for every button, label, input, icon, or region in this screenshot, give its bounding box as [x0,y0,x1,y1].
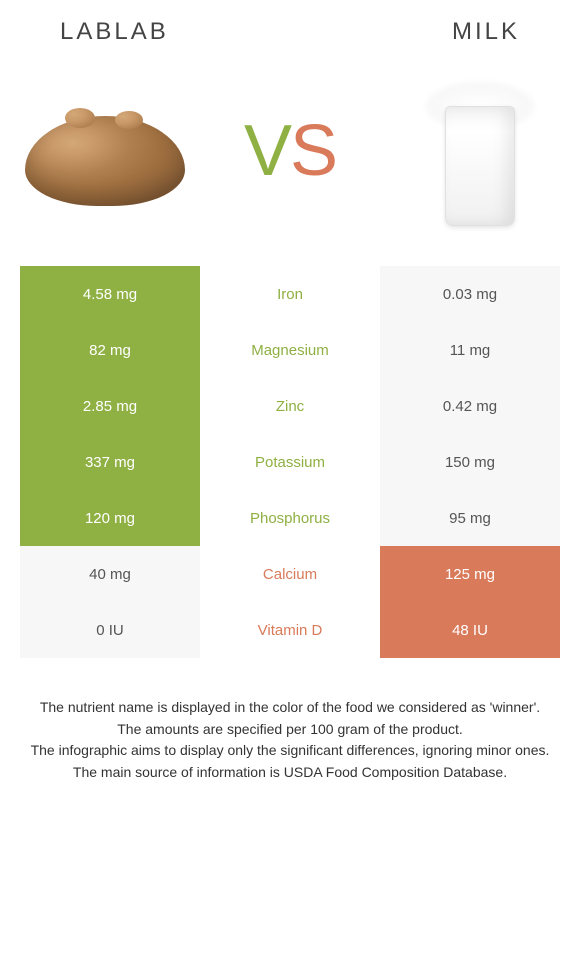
table-row: 2.85 mgZinc0.42 mg [20,378,560,434]
nutrient-name-cell: Vitamin D [200,602,380,658]
milk-icon [395,71,555,231]
right-value-cell: 95 mg [380,490,560,546]
table-row: 82 mgMagnesium11 mg [20,322,560,378]
nutrient-name-cell: Calcium [200,546,380,602]
right-value-cell: 48 IU [380,602,560,658]
table-row: 337 mgPotassium150 mg [20,434,560,490]
vs-v-letter: V [244,111,290,191]
right-food-title: MILK [452,18,520,46]
footer-line-1: The nutrient name is displayed in the co… [20,698,560,718]
footer-notes: The nutrient name is displayed in the co… [20,698,560,782]
left-value-cell: 40 mg [20,546,200,602]
footer-line-2: The amounts are specified per 100 gram o… [20,720,560,740]
nutrient-name-cell: Zinc [200,378,380,434]
nutrient-name-cell: Potassium [200,434,380,490]
left-value-cell: 120 mg [20,490,200,546]
right-value-cell: 0.42 mg [380,378,560,434]
footer-line-4: The main source of information is USDA F… [20,763,560,783]
table-row: 0 IUVitamin D48 IU [20,602,560,658]
left-value-cell: 0 IU [20,602,200,658]
beans-icon [25,96,185,206]
left-food-image [15,71,195,231]
right-value-cell: 0.03 mg [380,266,560,322]
left-value-cell: 2.85 mg [20,378,200,434]
nutrient-name-cell: Phosphorus [200,490,380,546]
table-row: 120 mgPhosphorus95 mg [20,490,560,546]
table-row: 4.58 mgIron0.03 mg [20,266,560,322]
left-food-title: LABLAB [60,18,169,46]
vs-s-letter: S [290,111,336,191]
footer-line-3: The infographic aims to display only the… [20,741,560,761]
nutrient-name-cell: Iron [200,266,380,322]
right-value-cell: 125 mg [380,546,560,602]
header: LABLAB MILK [0,0,580,56]
vs-label: VS [244,110,336,192]
left-value-cell: 82 mg [20,322,200,378]
right-value-cell: 11 mg [380,322,560,378]
left-value-cell: 4.58 mg [20,266,200,322]
left-value-cell: 337 mg [20,434,200,490]
nutrient-name-cell: Magnesium [200,322,380,378]
right-food-image [385,71,565,231]
nutrient-table: 4.58 mgIron0.03 mg82 mgMagnesium11 mg2.8… [20,266,560,658]
table-row: 40 mgCalcium125 mg [20,546,560,602]
right-value-cell: 150 mg [380,434,560,490]
hero-row: VS [0,56,580,256]
